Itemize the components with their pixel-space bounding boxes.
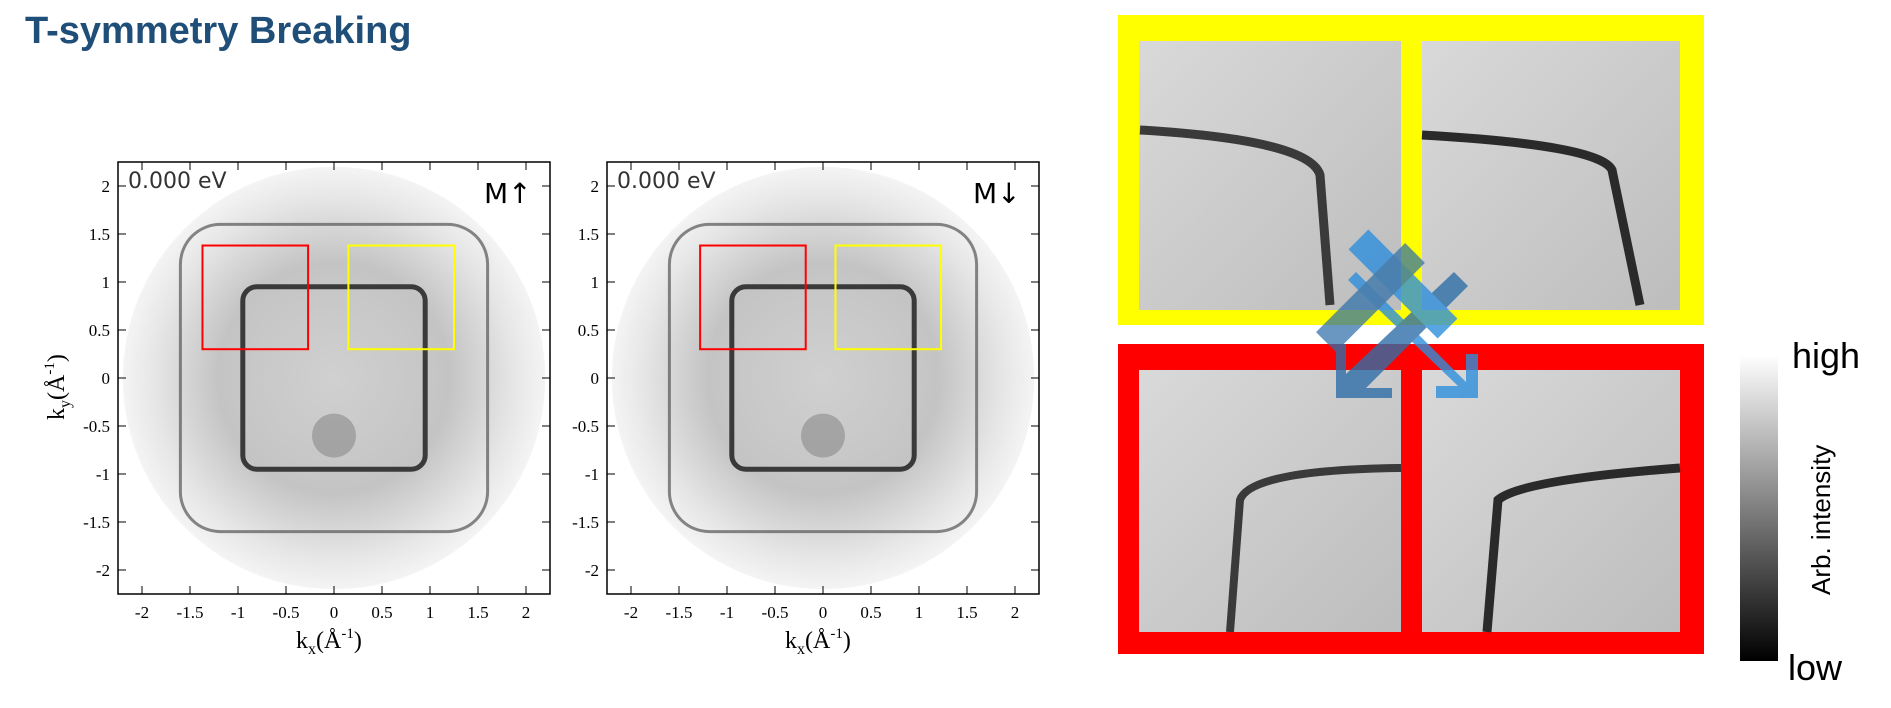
detector-disc — [122, 166, 546, 590]
x-tick-label: -0.5 — [762, 603, 789, 622]
y-tick-label: -2 — [96, 561, 110, 580]
y-tick-label: -1 — [96, 465, 110, 484]
y-tick-label: 0 — [102, 369, 111, 388]
x-tick-label: 2 — [1011, 603, 1020, 622]
zoom-comparison — [1118, 15, 1704, 654]
fermi-map-image — [122, 166, 546, 590]
colorbar-axis-label: Arb. intensity — [1806, 445, 1836, 595]
colorbar: high low Arb. intensity — [1740, 335, 1860, 688]
x-tick-label: 2 — [522, 603, 531, 622]
y-tick-label: 1 — [102, 273, 111, 292]
x-tick-label: 0 — [819, 603, 828, 622]
x-tick-label: -1 — [231, 603, 245, 622]
band-contour — [729, 284, 917, 472]
energy-label: 0.000 eV — [617, 169, 716, 194]
fermi-map-panel-up: -2 -2 -1.5 -1.5 -1 -1 -0.5 -0.5 0 0 0.5 0.5 1 1 1.5 1.5… — [42, 161, 551, 658]
zoom-up-right — [1422, 41, 1680, 310]
magnetization-label: M↓ — [973, 177, 1021, 210]
band-contour — [240, 284, 428, 472]
x-tick-label: 1 — [426, 603, 435, 622]
x-tick-label: -1.5 — [177, 603, 204, 622]
y-tick-label: -1.5 — [83, 513, 110, 532]
colorbar-high-label: high — [1792, 335, 1860, 376]
y-axis-label: ky(Å-1) — [42, 354, 74, 420]
zoom-up-left — [1139, 41, 1401, 310]
axis-ticks: -2 -2 -1.5 -1.5 -1 -1 -0.5 -0.5 0 0 0.5 0.5 1 1 1.5 1.5… — [572, 162, 1039, 622]
band-line — [1421, 130, 1645, 306]
x-tick-label: 0.5 — [371, 603, 392, 622]
detector-disc — [611, 166, 1035, 590]
y-tick-label: -2 — [585, 561, 599, 580]
colorbar-low-label: low — [1788, 647, 1843, 688]
energy-label: 0.000 eV — [128, 169, 227, 194]
y-tick-label: -1.5 — [572, 513, 599, 532]
x-tick-label: 0 — [330, 603, 339, 622]
region-boxes — [699, 244, 943, 351]
y-tick-label: -0.5 — [83, 417, 110, 436]
band-line — [1226, 464, 1402, 633]
fermi-map-image — [611, 166, 1035, 590]
y-tick-label: 2 — [591, 177, 600, 196]
x-tick-label: -2 — [135, 603, 149, 622]
fermi-map-panel-down: -2 -2 -1.5 -1.5 -1 -1 -0.5 -0.5 0 0 0.5 0.5 1 1 1.5 1.5… — [572, 161, 1040, 658]
y-tick-label: 0 — [591, 369, 600, 388]
x-tick-label: 1.5 — [467, 603, 488, 622]
intensity-spot — [801, 413, 845, 458]
x-tick-label: -1 — [720, 603, 734, 622]
y-tick-label: 2 — [102, 177, 111, 196]
x-tick-label: -0.5 — [273, 603, 300, 622]
y-tick-label: 1.5 — [89, 225, 110, 244]
x-tick-label: -2 — [624, 603, 638, 622]
y-tick-label: -0.5 — [572, 417, 599, 436]
yellow-region-box — [347, 244, 455, 351]
swap-arrows-icon — [1316, 229, 1478, 398]
y-tick-label: 1 — [591, 273, 600, 292]
x-axis-label: kx(Å-1) — [785, 626, 851, 658]
x-tick-label: -1.5 — [666, 603, 693, 622]
yellow-region-box — [834, 244, 943, 351]
red-region-box — [201, 244, 310, 351]
x-tick-label: 1 — [915, 603, 924, 622]
red-region-box — [699, 244, 807, 351]
slide-title: T-symmetry Breaking — [25, 10, 412, 52]
zoom-down-left — [1139, 370, 1401, 632]
magnetization-label: M↑ — [484, 177, 532, 210]
band-contour — [178, 222, 490, 534]
x-tick-label: 0.5 — [860, 603, 881, 622]
y-tick-label: -1 — [585, 465, 599, 484]
y-tick-label: 1.5 — [578, 225, 599, 244]
x-axis-label: kx(Å-1) — [296, 626, 362, 658]
x-tick-label: 1.5 — [956, 603, 977, 622]
axis-ticks: -2 -2 -1.5 -1.5 -1 -1 -0.5 -0.5 0 0 0.5 0.5 1 1 1.5 1.5… — [83, 162, 550, 622]
intensity-spot — [312, 413, 356, 458]
band-contour — [667, 222, 979, 534]
y-tick-label: 0.5 — [578, 321, 599, 340]
band-line — [1482, 463, 1681, 633]
zoom-down-right — [1422, 370, 1680, 632]
y-tick-label: 0.5 — [89, 321, 110, 340]
colorbar-gradient — [1740, 355, 1778, 661]
region-boxes — [201, 244, 455, 351]
band-line — [1139, 125, 1335, 306]
